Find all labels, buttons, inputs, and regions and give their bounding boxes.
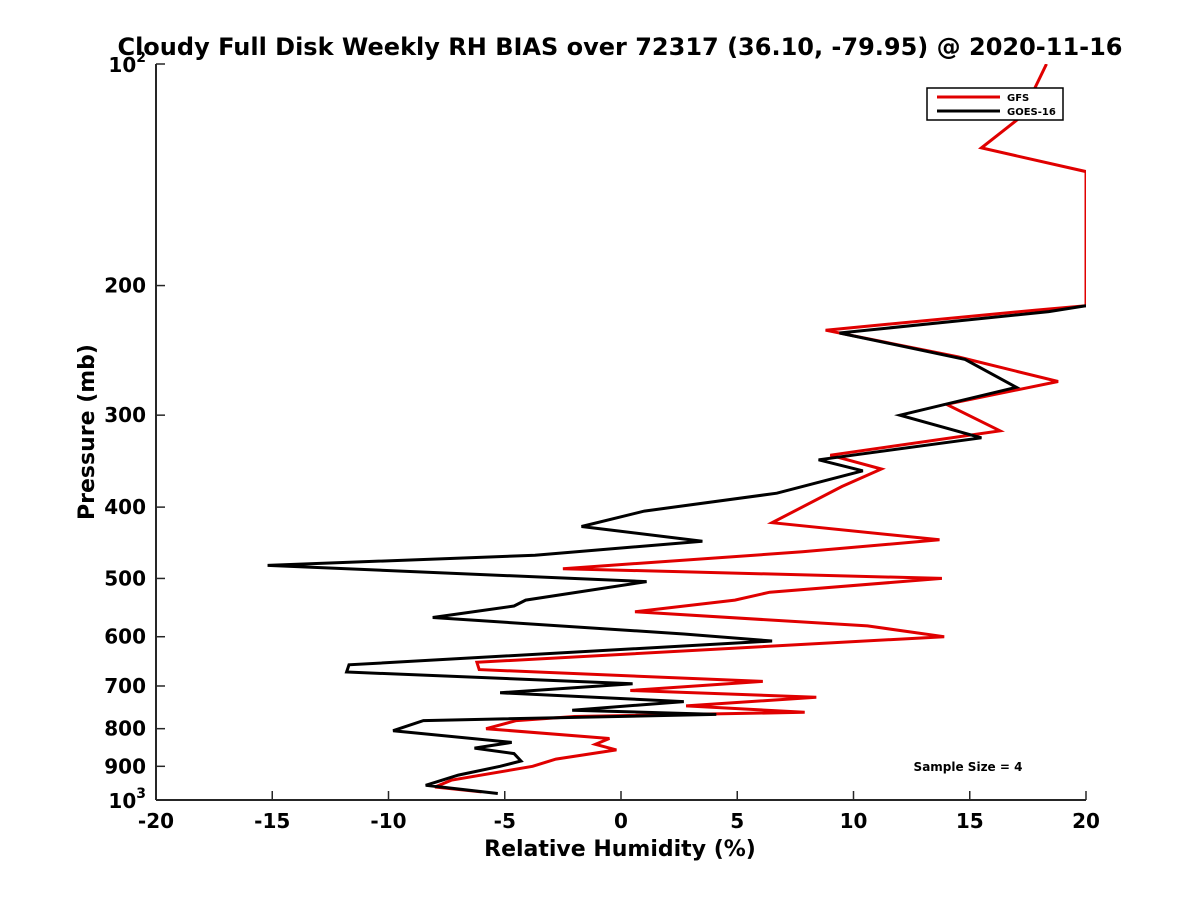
y-axis-label: Pressure (mb) [75, 344, 100, 520]
y-tick-label: 600 [104, 625, 146, 649]
x-tick-label: -5 [494, 809, 516, 833]
sample-size-annotation: Sample Size = 4 [914, 760, 1023, 774]
x-tick-label: -15 [254, 809, 290, 833]
x-tick-label: 10 [840, 809, 868, 833]
legend-box [926, 87, 1064, 121]
x-tick-label: 15 [956, 809, 984, 833]
y-tick-power-label: 103 [108, 786, 146, 813]
series-line-goes-16 [267, 304, 1086, 795]
x-tick-label: -20 [138, 809, 174, 833]
x-tick-label: 0 [614, 809, 628, 833]
y-tick-label: 300 [104, 403, 146, 427]
legend: GFS GOES-16 [926, 87, 1064, 121]
series-layer [267, 64, 1086, 795]
x-axis-label: Relative Humidity (%) [484, 837, 756, 862]
y-tick-label: 500 [104, 566, 146, 590]
x-tick-label: 5 [730, 809, 744, 833]
legend-label: GOES-16 [1007, 107, 1056, 118]
series-line-gfs [434, 64, 1086, 794]
legend-label: GFS [1007, 93, 1029, 104]
y-tick-power-label: 102 [108, 50, 146, 77]
chart-title: Cloudy Full Disk Weekly RH BIAS over 723… [117, 33, 1122, 61]
y-tick-label: 400 [104, 495, 146, 519]
y-tick-label: 700 [104, 674, 146, 698]
y-tick-label: 900 [104, 754, 146, 778]
axes-layer [155, 64, 1086, 801]
x-tick-label: 20 [1072, 809, 1100, 833]
x-tick-label: -10 [370, 809, 406, 833]
y-tick-label: 800 [104, 717, 146, 741]
y-tick-label: 200 [104, 274, 146, 298]
ticks-layer: -20 -15 -10 -5 0 5 10 15 20 200 300 400 500 600 700 800… [104, 50, 1100, 833]
